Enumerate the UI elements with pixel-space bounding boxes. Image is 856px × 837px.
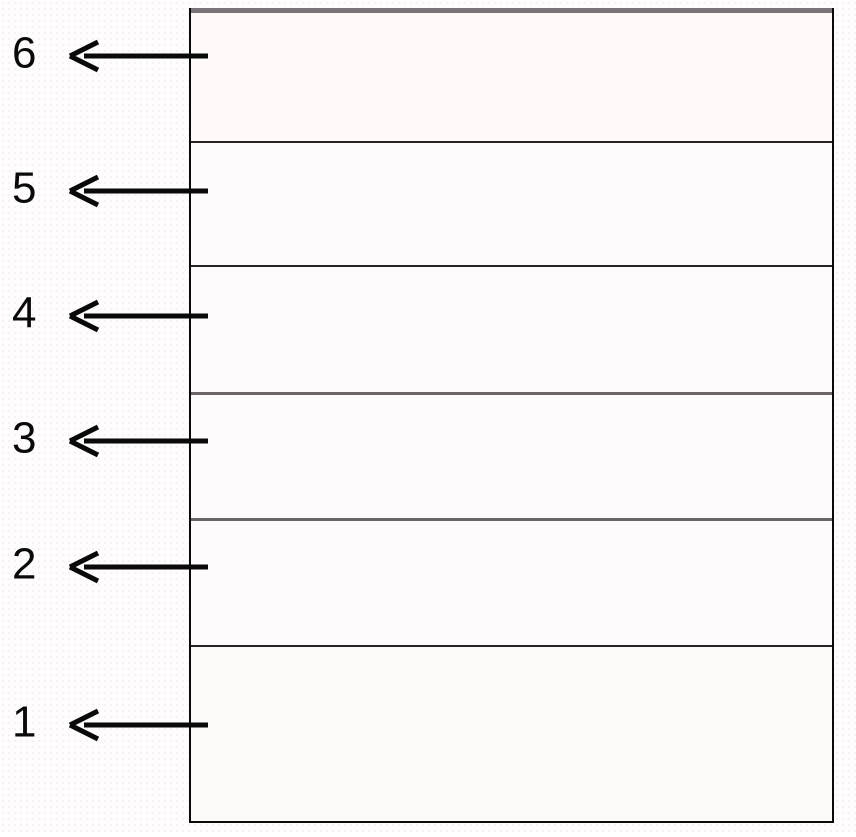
layer-label-2: 2 — [12, 540, 36, 589]
layer-label-3: 3 — [12, 414, 36, 463]
layer-stack — [189, 8, 834, 823]
layer-label-6: 6 — [12, 29, 36, 78]
layer-1 — [189, 645, 834, 823]
layer-label-1: 1 — [12, 698, 36, 747]
layer-3 — [189, 392, 834, 518]
layer-label-4: 4 — [12, 289, 36, 338]
layer-6 — [189, 8, 834, 141]
layer-label-5: 5 — [12, 164, 36, 213]
layer-2 — [189, 518, 834, 645]
layer-stack-diagram: 6 5 4 3 2 1 — [0, 0, 856, 832]
layer-4 — [189, 265, 834, 392]
layer-5 — [189, 141, 834, 265]
